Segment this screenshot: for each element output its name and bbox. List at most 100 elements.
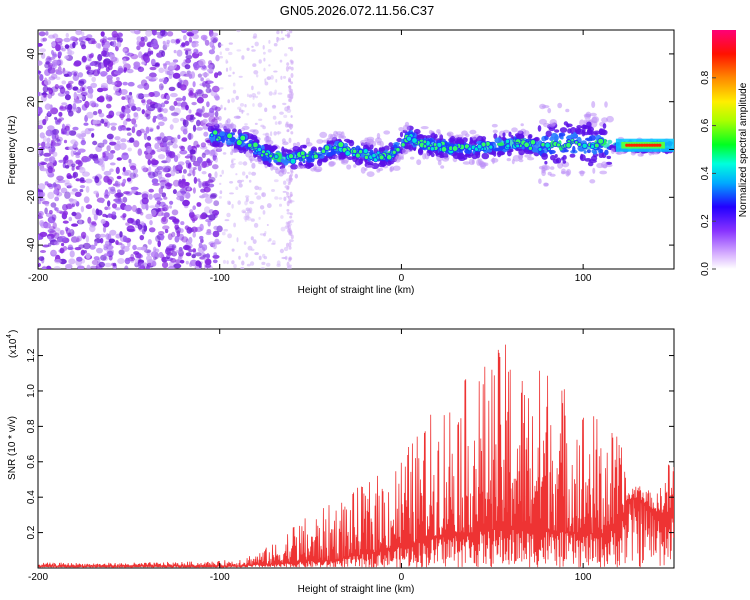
spectrogram-noise-cell [100, 198, 105, 204]
spectrogram-noise-cell [105, 66, 110, 73]
spectrogram-noise-cell [65, 226, 69, 232]
spectrogram-noise-cell [136, 40, 140, 46]
spectrogram-noise-cell [127, 217, 134, 224]
spectrogram-faint-cell [251, 93, 257, 98]
spectrogram-signal-cell [524, 154, 532, 158]
spectrogram-noise-cell [195, 112, 200, 116]
spectrogram-signal-cell [226, 118, 231, 124]
spectrogram-faint-cell [258, 118, 263, 122]
spectrogram-signal-cell [493, 150, 497, 157]
spectrogram-peak-cell [386, 154, 393, 161]
spectrogram-faint-cell [268, 238, 272, 242]
spectrogram-faint-cell [283, 196, 287, 201]
spectrogram-noise-cell [196, 96, 204, 104]
spectrogram-noise-cell [75, 154, 80, 159]
spectrogram-noise-cell [68, 216, 73, 222]
spectrogram-peak-cell [212, 129, 219, 136]
spectrogram-noise-cell [61, 102, 68, 106]
spectrogram-noise-cell [204, 258, 212, 266]
spectrogram-signal-cell [378, 167, 384, 172]
snr-y-tick-label: 0.6 [26, 454, 37, 468]
spectrogram-signal-cell [523, 130, 530, 137]
spectrogram-signal-cell [402, 124, 410, 132]
spectrogram-signal-cell [545, 130, 552, 137]
spectrogram-noise-cell [39, 132, 45, 139]
spectrogram-signal-cell [238, 147, 247, 151]
spectrogram-noise-cell [72, 103, 77, 110]
snr-x-tick-label: 0 [399, 572, 405, 583]
spectrogram-noise-cell [103, 170, 112, 176]
spectrogram-noise-cell [161, 192, 167, 198]
spectrogram-faint-cell [285, 65, 289, 72]
spectrogram-noise-cell [54, 207, 59, 212]
spectrogram-noise-cell [55, 44, 61, 52]
spectrogram-faint-cell [284, 53, 288, 57]
spectrogram-noise-cell [115, 166, 120, 174]
spectrogram-signal-cell [366, 164, 374, 169]
spectrogram-faint-cell [277, 120, 282, 125]
spectrogram-noise-cell [172, 143, 178, 149]
spectrogram-noise-cell [45, 31, 49, 36]
spectrogram-band-peak [658, 143, 662, 147]
spectrogram-signal-cell [652, 151, 660, 155]
spectrogram-noise-cell [75, 159, 82, 165]
spectrogram-noise-cell [79, 189, 84, 193]
spectrogram-peak-cell [581, 142, 588, 149]
spectrogram-faint-cell [286, 129, 290, 133]
spectrogram-noise-cell [214, 110, 219, 118]
spectrogram-signal-cell [543, 122, 551, 128]
spectrogram-noise-cell [196, 89, 204, 97]
spectrogram-faint-cell [252, 103, 255, 107]
spectrogram-peak-cell [574, 140, 579, 145]
spectrogram-noise-cell [156, 136, 162, 141]
spectrogram-noise-cell [85, 204, 93, 210]
spectrogram-noise-cell [74, 212, 82, 220]
spectrogram-noise-cell [212, 85, 220, 93]
spectrogram-peak-cell [515, 143, 520, 149]
spectrogram-noise-cell [173, 218, 180, 225]
spectrogram-noise-cell [161, 165, 169, 173]
spectrogram-noise-cell [52, 222, 57, 230]
spectrogram-noise-cell [106, 94, 113, 102]
spectrogram-signal-cell [560, 136, 564, 140]
spectrogram-noise-cell [51, 250, 57, 256]
spectrogram-noise-cell [78, 166, 84, 170]
spectrogram-noise-cell [147, 171, 152, 176]
spectrogram-faint-cell [289, 212, 293, 216]
spectrogram-faint-cell [268, 39, 271, 44]
spectrogram-signal-cell [316, 139, 324, 144]
spectrogram-faint-cell [232, 89, 237, 94]
spectrogram-signal-cell [346, 164, 352, 170]
colorbar-tick-label: 0.2 [700, 214, 711, 228]
spectrogram-noise-cell [71, 203, 75, 208]
spectrogram-noise-cell [72, 172, 76, 179]
spectrogram-noise-cell [205, 83, 211, 89]
spectrogram-noise-cell [101, 50, 107, 57]
spectrogram-noise-cell [214, 72, 219, 79]
spectrogram-signal-cell [459, 137, 463, 144]
spectrogram-faint-cell [248, 171, 252, 175]
spectrogram-noise-cell [72, 143, 78, 149]
spectrogram-faint-cell [264, 107, 268, 113]
spectrogram-noise-cell [205, 231, 212, 236]
spectrogram-faint-cell [219, 87, 224, 90]
spectrogram-noise-cell [147, 262, 152, 266]
spectrogram-noise-cell [191, 254, 196, 259]
spectrogram-signal-cell [425, 135, 432, 139]
spectrogram-signal-cell [441, 157, 450, 162]
spectrogram-peak-cell [476, 143, 483, 150]
spectrogram-band-peak [653, 143, 657, 147]
spectrogram-noise-cell [160, 93, 166, 100]
spectrogram-noise-cell [185, 159, 191, 163]
spectrogram-noise-cell [191, 30, 199, 35]
spectrogram-band-peak [625, 143, 629, 147]
spectrogram-faint-cell [262, 210, 266, 215]
spectrogram-noise-cell [158, 182, 166, 187]
spectrogram-signal-cell [220, 135, 226, 143]
spectrogram-noise-cell [213, 225, 219, 230]
spectrogram-noise-cell [215, 95, 221, 101]
spectrogram-noise-cell [42, 37, 47, 42]
spectrogram-noise-cell [202, 81, 207, 88]
spectrogram-signal-cell [535, 140, 539, 146]
